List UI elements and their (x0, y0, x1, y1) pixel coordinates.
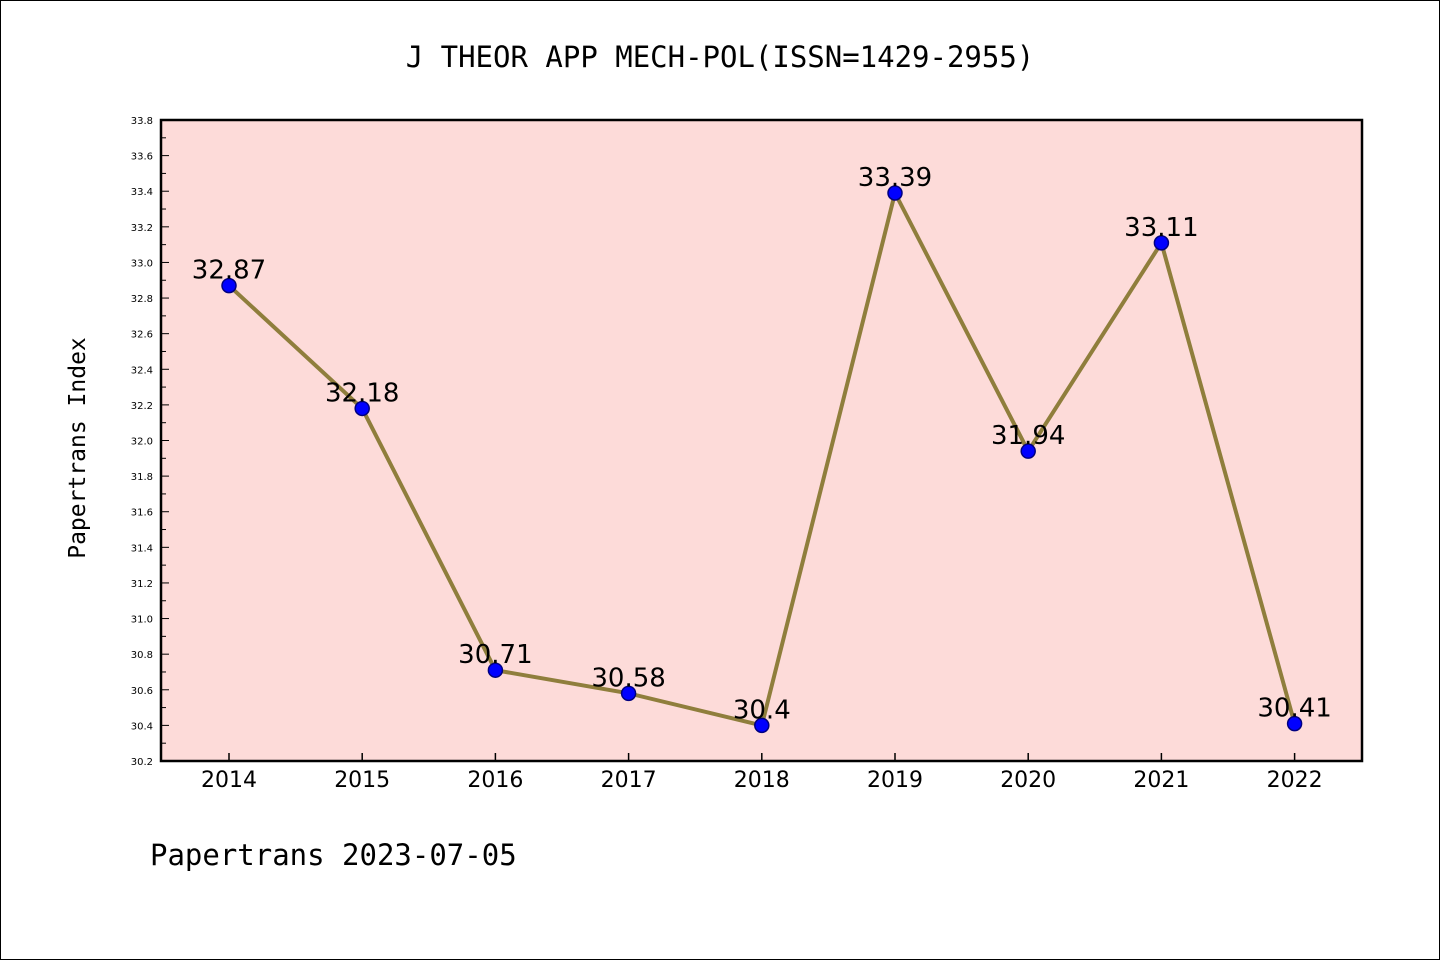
y-tick-label: 30.2 (131, 757, 153, 768)
x-tick-label: 2022 (1267, 768, 1323, 793)
series-papertrans-index: 32.87 32.18 30.71 30.58 30.4 33.39 31.94 33.11 3… (192, 163, 1332, 734)
data-point (1153, 235, 1170, 251)
x-tick-label: 2020 (1000, 768, 1056, 793)
y-tick-label: 32.0 (131, 437, 153, 448)
x-tick-label: 2017 (601, 768, 657, 793)
y-axis-label: Papertrans Index (65, 337, 91, 559)
data-point (754, 717, 770, 734)
data-label: 32.87 (192, 256, 266, 286)
y-tick-label: 31.4 (131, 543, 153, 554)
plot-area (159, 118, 1364, 763)
y-tick-label: 31.8 (131, 472, 153, 483)
data-point (887, 185, 903, 201)
data-label: 30.4 (733, 695, 791, 725)
x-tick-label: 2016 (467, 768, 523, 793)
y-tick-label: 33.2 (131, 223, 153, 234)
y-tick-label: 32.6 (131, 330, 153, 341)
data-label: 33.39 (858, 163, 932, 193)
x-tick-label: 2021 (1133, 768, 1189, 793)
y-tick-label: 32.4 (131, 365, 153, 376)
x-axis: 2014 2015 2016 2017 2018 2019 2020 2021 2022 (201, 753, 1323, 793)
y-tick-label: 33.4 (131, 187, 153, 198)
chart-title: J THEOR APP MECH-POL(ISSN=1429-2955) (406, 40, 1035, 74)
y-tick-label: 33.0 (131, 258, 153, 269)
y-tick-label: 31.0 (131, 615, 153, 626)
y-tick-label: 30.8 (131, 650, 153, 661)
data-point (354, 400, 370, 417)
y-tick-label: 31.6 (131, 508, 153, 519)
y-tick-label: 32.8 (131, 294, 153, 305)
data-point (487, 662, 504, 678)
x-tick-label: 2015 (334, 768, 390, 793)
footer-note: Papertrans 2023-07-05 (150, 838, 517, 872)
y-tick-label: 30.4 (131, 721, 153, 732)
x-tick-label: 2014 (201, 768, 257, 793)
data-label: 31.94 (991, 421, 1065, 451)
y-tick-label: 31.2 (131, 579, 153, 590)
y-tick-label: 30.6 (131, 686, 153, 697)
data-label: 30.58 (591, 663, 665, 693)
x-tick-label: 2019 (867, 768, 923, 793)
x-tick-label: 2018 (734, 768, 790, 793)
data-point (1020, 443, 1036, 459)
y-tick-label: 32.2 (131, 401, 153, 412)
y-tick-label: 33.8 (131, 116, 153, 127)
data-point (620, 685, 637, 702)
y-axis: 30.2 30.4 30.6 30.8 31.0 31.2 31.4 31.6 31.8 32.0… (131, 116, 169, 768)
data-label: 32.18 (325, 378, 399, 408)
data-point (1286, 715, 1303, 732)
data-label: 30.41 (1257, 694, 1331, 724)
data-label: 30.71 (458, 640, 532, 670)
y-tick-label: 33.6 (131, 152, 153, 163)
data-label: 33.11 (1124, 213, 1198, 243)
data-point (221, 277, 237, 294)
